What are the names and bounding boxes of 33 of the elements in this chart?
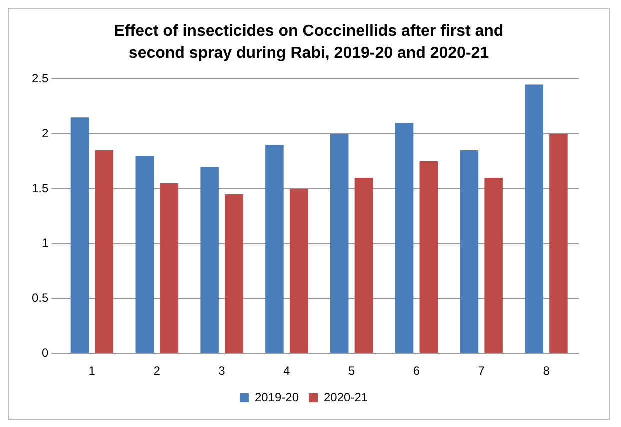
y-tick-label: 2 xyxy=(42,126,49,140)
bar xyxy=(460,150,479,354)
bar xyxy=(420,162,438,354)
x-tick-label: 7 xyxy=(478,364,486,378)
y-tick-label: 0 xyxy=(42,346,49,360)
bar xyxy=(525,84,544,354)
bar xyxy=(395,123,414,354)
bar xyxy=(136,156,154,354)
x-tick-label: 3 xyxy=(218,364,226,378)
bar xyxy=(550,134,568,354)
bar xyxy=(70,118,90,354)
x-tick-label: 8 xyxy=(543,364,550,378)
y-tick-label: 1.5 xyxy=(32,181,49,196)
legend-label: 2019-20 xyxy=(254,390,300,404)
bar xyxy=(484,178,503,354)
bar xyxy=(200,167,219,354)
bar xyxy=(266,145,284,354)
x-tick-label: 6 xyxy=(413,364,420,378)
bar xyxy=(354,178,374,354)
legend-label: 2020-21 xyxy=(324,390,368,404)
bar xyxy=(160,183,178,354)
y-tick-label: 0.5 xyxy=(32,291,49,306)
x-tick-label: 5 xyxy=(348,364,356,378)
bar xyxy=(290,188,308,354)
chart-title: Effect of insecticides on Coccinellids after first and second spray during Rabi, 2019-20 and 2020-21 xyxy=(113,22,505,64)
bar xyxy=(95,150,114,354)
x-tick-label: 4 xyxy=(284,364,291,378)
x-tick-label: 1 xyxy=(88,364,96,378)
bar xyxy=(225,194,244,354)
x-tick-label: 2 xyxy=(154,364,161,378)
bar xyxy=(330,134,349,354)
y-tick-label: 1 xyxy=(42,236,49,250)
y-tick-label: 2.5 xyxy=(32,72,49,86)
